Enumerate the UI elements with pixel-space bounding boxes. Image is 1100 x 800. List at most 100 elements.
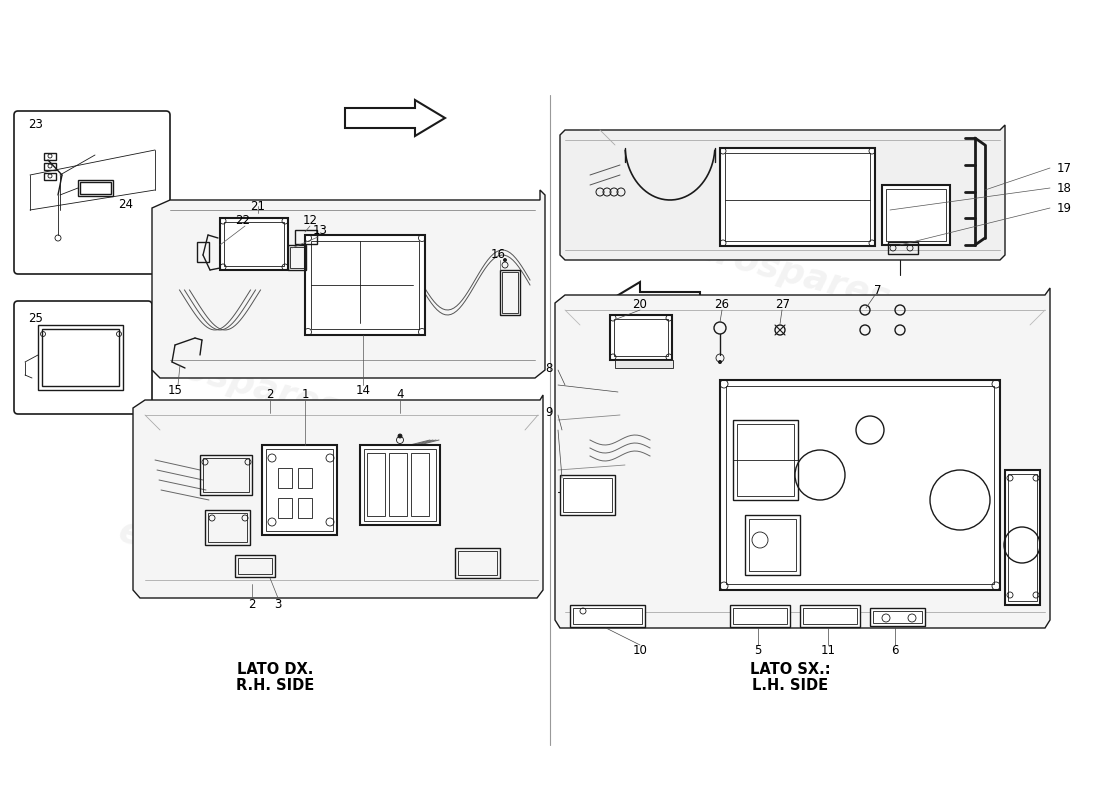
Bar (204, 458, 249, 492)
Bar (615, 360, 673, 368)
Bar (455, 548, 500, 578)
Bar (360, 445, 440, 525)
Bar (560, 475, 615, 515)
Text: eurospares: eurospares (116, 334, 344, 426)
Bar (295, 230, 317, 244)
Text: 24: 24 (118, 198, 133, 211)
Bar (238, 558, 272, 574)
Bar (886, 189, 946, 241)
Bar (888, 242, 918, 254)
Bar (500, 270, 520, 315)
Text: 16: 16 (491, 247, 506, 261)
Bar (80, 182, 111, 194)
Text: 8: 8 (546, 362, 553, 374)
Bar (208, 513, 248, 542)
Bar (800, 605, 860, 627)
Text: 9: 9 (546, 406, 553, 419)
Text: LATO DX.: LATO DX. (236, 662, 314, 678)
Text: 3: 3 (274, 598, 282, 610)
Text: 7: 7 (874, 283, 882, 297)
Text: 12: 12 (302, 214, 318, 226)
FancyBboxPatch shape (14, 301, 152, 414)
Polygon shape (556, 288, 1050, 628)
Bar (200, 455, 252, 495)
Bar (278, 468, 292, 488)
Text: 18: 18 (1057, 182, 1071, 194)
Bar (610, 315, 672, 360)
Text: L.H. SIDE: L.H. SIDE (752, 678, 828, 694)
Bar (305, 235, 425, 335)
Bar (733, 608, 786, 624)
Bar (411, 453, 429, 516)
Polygon shape (560, 125, 1005, 260)
Bar (197, 242, 209, 262)
FancyBboxPatch shape (14, 111, 170, 274)
Bar (389, 453, 407, 516)
Bar (873, 611, 922, 623)
Bar (730, 605, 790, 627)
Circle shape (398, 434, 402, 438)
Polygon shape (345, 100, 446, 136)
Bar (266, 449, 333, 531)
Polygon shape (133, 395, 543, 598)
Text: R.H. SIDE: R.H. SIDE (235, 678, 315, 694)
Bar (44, 173, 56, 180)
Bar (364, 449, 436, 521)
Text: 2: 2 (249, 598, 255, 610)
Text: 22: 22 (235, 214, 251, 226)
Circle shape (718, 360, 722, 364)
Text: 19: 19 (1057, 202, 1072, 214)
Bar (298, 498, 312, 518)
Bar (870, 608, 925, 626)
Bar (298, 468, 312, 488)
Bar (570, 605, 645, 627)
Bar (737, 424, 794, 496)
Bar (205, 510, 250, 545)
Bar (78, 180, 113, 196)
Text: 14: 14 (355, 383, 371, 397)
Bar (725, 153, 870, 241)
Text: eurospares: eurospares (116, 514, 344, 606)
Text: eurospares: eurospares (666, 224, 894, 316)
Bar (1005, 470, 1040, 605)
Text: 1: 1 (301, 389, 309, 402)
Text: 6: 6 (891, 643, 899, 657)
Text: 5: 5 (755, 643, 761, 657)
Text: 2: 2 (266, 389, 274, 402)
Text: 11: 11 (821, 643, 836, 657)
Text: 17: 17 (1057, 162, 1072, 174)
Bar (882, 185, 950, 245)
Bar (563, 478, 612, 512)
Bar (39, 325, 123, 390)
Bar (44, 163, 56, 170)
Bar (726, 386, 994, 584)
Bar (288, 245, 306, 270)
Bar (733, 420, 798, 500)
Bar (573, 608, 642, 624)
Bar (458, 551, 497, 575)
Bar (278, 498, 292, 518)
Bar (44, 153, 56, 160)
Bar (720, 380, 1000, 590)
Text: 20: 20 (632, 298, 648, 311)
Text: 13: 13 (312, 223, 328, 237)
Bar (745, 515, 800, 575)
Text: eurospares: eurospares (666, 484, 894, 576)
Text: 27: 27 (776, 298, 791, 311)
Bar (502, 272, 518, 313)
Bar (803, 608, 857, 624)
Bar (235, 555, 275, 577)
Circle shape (504, 258, 506, 262)
Bar (220, 218, 288, 270)
Bar (311, 241, 419, 329)
Text: 4: 4 (396, 389, 404, 402)
Bar (224, 222, 284, 266)
Bar (749, 519, 796, 571)
Text: 21: 21 (251, 201, 265, 214)
Text: 26: 26 (715, 298, 729, 311)
Text: LATO SX.:: LATO SX.: (750, 662, 830, 678)
Text: 10: 10 (632, 643, 648, 657)
Bar (262, 445, 337, 535)
Bar (1008, 474, 1037, 601)
Bar (290, 247, 304, 268)
